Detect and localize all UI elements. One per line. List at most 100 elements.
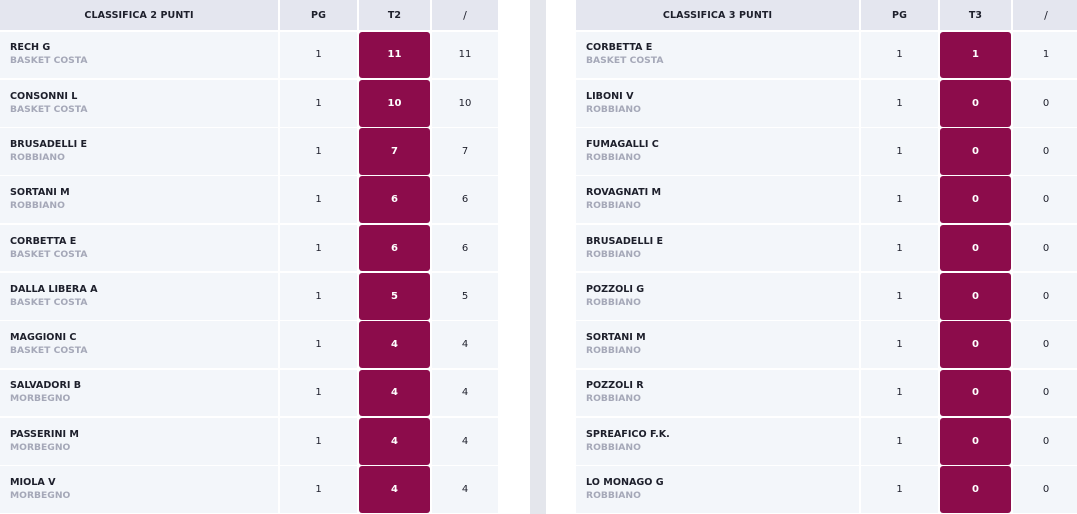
player-name[interactable]: LIBONI V xyxy=(586,90,634,102)
shots-made: 1 xyxy=(940,31,1011,79)
player-cell: SALVADORI B MORBEGNO xyxy=(0,369,278,417)
table-row[interactable]: CORBETTA E BASKET COSTA 1 1 1 xyxy=(576,31,1077,79)
table-row[interactable]: MIOLA V MORBEGNO 1 4 4 xyxy=(0,466,498,513)
table-row[interactable]: FUMAGALLI C ROBBIANO 1 0 0 xyxy=(576,128,1077,175)
player-name[interactable]: CORBETTA E xyxy=(586,42,653,54)
team-name: ROBBIANO xyxy=(586,490,641,502)
shots-ratio: 4 xyxy=(432,321,498,369)
table-row[interactable]: ROVAGNATI M ROBBIANO 1 0 0 xyxy=(576,176,1077,224)
player-cell: DALLA LIBERA A BASKET COSTA xyxy=(0,272,278,320)
player-cell: CORBETTA E BASKET COSTA xyxy=(576,31,859,79)
table-row[interactable]: RECH G BASKET COSTA 1 11 11 xyxy=(0,31,498,79)
table-row[interactable]: LIBONI V ROBBIANO 1 0 0 xyxy=(576,79,1077,127)
table-row[interactable]: SALVADORI B MORBEGNO 1 4 4 xyxy=(0,369,498,417)
shots-made: 10 xyxy=(359,79,430,127)
games-played: 1 xyxy=(861,128,938,175)
games-played: 1 xyxy=(280,31,357,79)
team-name: BASKET COSTA xyxy=(10,103,88,115)
header-name[interactable]: CLASSIFICA 2 PUNTI xyxy=(0,0,278,30)
team-name: BASKET COSTA xyxy=(10,248,88,260)
shots-ratio: 10 xyxy=(432,79,498,127)
team-name: BASKET COSTA xyxy=(10,345,88,357)
column-divider xyxy=(530,0,546,514)
table-row[interactable]: CORBETTA E BASKET COSTA 1 6 6 xyxy=(0,224,498,272)
team-name: ROBBIANO xyxy=(10,200,65,212)
games-played: 1 xyxy=(280,321,357,369)
table-row[interactable]: PASSERINI M MORBEGNO 1 4 4 xyxy=(0,417,498,465)
header-ratio[interactable]: / xyxy=(432,0,498,30)
player-name[interactable]: DALLA LIBERA A xyxy=(10,283,98,295)
player-name[interactable]: SORTANI M xyxy=(10,187,70,199)
games-played: 1 xyxy=(861,31,938,79)
team-name: MORBEGNO xyxy=(10,393,71,405)
team-name: ROBBIANO xyxy=(586,441,641,453)
games-played: 1 xyxy=(280,79,357,127)
player-cell: MAGGIONI C BASKET COSTA xyxy=(0,321,278,369)
player-name[interactable]: RECH G xyxy=(10,42,51,54)
table-header: CLASSIFICA 2 PUNTI PG T2 / xyxy=(0,0,498,30)
table-row[interactable]: CONSONNI L BASKET COSTA 1 10 10 xyxy=(0,79,498,127)
player-name[interactable]: CORBETTA E xyxy=(10,235,77,247)
header-pg[interactable]: PG xyxy=(861,0,938,30)
header-ratio[interactable]: / xyxy=(1013,0,1077,30)
player-name[interactable]: PASSERINI M xyxy=(10,428,79,440)
shots-made: 0 xyxy=(940,224,1011,272)
team-name: ROBBIANO xyxy=(586,151,641,163)
shots-ratio: 11 xyxy=(432,31,498,79)
shots-made: 0 xyxy=(940,176,1011,224)
shots-ratio: 4 xyxy=(432,369,498,417)
table-row[interactable]: SORTANI M ROBBIANO 1 0 0 xyxy=(576,321,1077,369)
team-name: BASKET COSTA xyxy=(10,296,88,308)
player-name[interactable]: POZZOLI G xyxy=(586,283,645,295)
table-row[interactable]: BRUSADELLI E ROBBIANO 1 0 0 xyxy=(576,224,1077,272)
table-row[interactable]: DALLA LIBERA A BASKET COSTA 1 5 5 xyxy=(0,272,498,320)
shots-ratio: 0 xyxy=(1013,417,1077,465)
games-played: 1 xyxy=(861,176,938,224)
table-row[interactable]: BRUSADELLI E ROBBIANO 1 7 7 xyxy=(0,128,498,175)
games-played: 1 xyxy=(861,272,938,320)
games-played: 1 xyxy=(861,369,938,417)
team-name: MORBEGNO xyxy=(10,490,71,502)
player-name[interactable]: BRUSADELLI E xyxy=(10,138,88,150)
shots-made: 11 xyxy=(359,31,430,79)
player-name[interactable]: FUMAGALLI C xyxy=(586,138,659,150)
table-row[interactable]: POZZOLI G ROBBIANO 1 0 0 xyxy=(576,272,1077,320)
player-name[interactable]: SPREAFICO F.K. xyxy=(586,428,670,440)
player-cell: POZZOLI R ROBBIANO xyxy=(576,369,859,417)
table-row[interactable]: POZZOLI R ROBBIANO 1 0 0 xyxy=(576,369,1077,417)
shots-ratio: 0 xyxy=(1013,272,1077,320)
player-name[interactable]: MIOLA V xyxy=(10,477,56,489)
player-name[interactable]: MAGGIONI C xyxy=(10,332,77,344)
header-pg[interactable]: PG xyxy=(280,0,357,30)
player-cell: PASSERINI M MORBEGNO xyxy=(0,417,278,465)
team-name: BASKET COSTA xyxy=(586,55,664,67)
games-played: 1 xyxy=(280,466,357,513)
table-row[interactable]: SPREAFICO F.K. ROBBIANO 1 0 0 xyxy=(576,417,1077,465)
shots-ratio: 6 xyxy=(432,176,498,224)
header-t3[interactable]: T3 xyxy=(940,0,1011,30)
team-name: BASKET COSTA xyxy=(10,55,88,67)
player-name[interactable]: CONSONNI L xyxy=(10,90,78,102)
table-row[interactable]: SORTANI M ROBBIANO 1 6 6 xyxy=(0,176,498,224)
games-played: 1 xyxy=(280,128,357,175)
player-cell: BRUSADELLI E ROBBIANO xyxy=(0,128,278,175)
shots-ratio: 0 xyxy=(1013,128,1077,175)
player-cell: SPREAFICO F.K. ROBBIANO xyxy=(576,417,859,465)
player-name[interactable]: ROVAGNATI M xyxy=(586,187,662,199)
header-name[interactable]: CLASSIFICA 3 PUNTI xyxy=(576,0,859,30)
player-name[interactable]: LO MONAGO G xyxy=(586,477,664,489)
player-name[interactable]: SORTANI M xyxy=(586,332,646,344)
shots-ratio: 0 xyxy=(1013,176,1077,224)
shots-ratio: 0 xyxy=(1013,79,1077,127)
table-row[interactable]: MAGGIONI C BASKET COSTA 1 4 4 xyxy=(0,321,498,369)
table-row[interactable]: LO MONAGO G ROBBIANO 1 0 0 xyxy=(576,466,1077,513)
team-name: ROBBIANO xyxy=(586,345,641,357)
player-name[interactable]: SALVADORI B xyxy=(10,380,82,392)
table-body: RECH G BASKET COSTA 1 11 11 CONSONNI L BASKET … xyxy=(0,31,498,513)
header-t2[interactable]: T2 xyxy=(359,0,430,30)
games-played: 1 xyxy=(280,369,357,417)
player-name[interactable]: POZZOLI R xyxy=(586,380,644,392)
player-name[interactable]: BRUSADELLI E xyxy=(586,235,664,247)
games-played: 1 xyxy=(280,272,357,320)
